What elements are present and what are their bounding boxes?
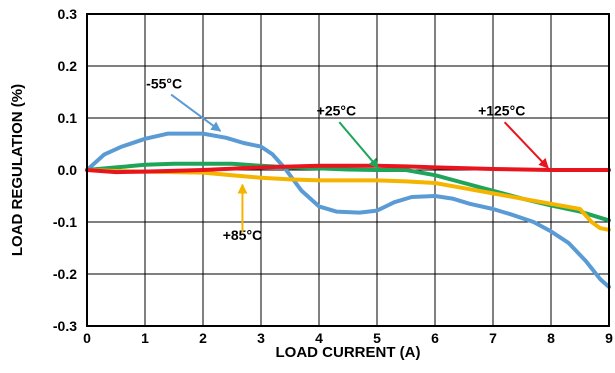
annotation-label: +25°C	[317, 102, 356, 118]
x-tick-label: 6	[431, 330, 439, 346]
y-tick-label: 0.2	[58, 58, 78, 74]
series-line-3	[85, 163, 611, 175]
annotation-arrow	[338, 121, 379, 169]
y-tick-label: -0.3	[53, 318, 77, 334]
series-lines	[85, 131, 611, 289]
x-tick-label: 7	[489, 330, 497, 346]
y-tick-label: -0.2	[53, 266, 77, 282]
annotation-arrow	[170, 93, 222, 132]
series-line-0	[85, 131, 611, 289]
y-axis-label: LOAD REGULATION (%)	[9, 84, 26, 256]
x-tick-label: 4	[315, 330, 323, 346]
annotations: -55°C +25°C +125°C +85°C	[146, 75, 549, 243]
annotation-label: +125°C	[478, 102, 525, 118]
annotation-label: -55°C	[146, 75, 182, 91]
x-axis-label: LOAD CURRENT (A)	[276, 344, 421, 361]
annotation-label: +85°C	[223, 227, 262, 243]
y-tick-labels: 0.3 0.2 0.1 0.0 -0.1 -0.2 -0.3	[53, 6, 77, 334]
y-tick-label: -0.1	[53, 214, 77, 230]
x-tick-labels: 0 1 2 3 4 5 6 7 8 9	[83, 330, 613, 346]
annotation-arrow	[503, 121, 549, 169]
y-tick-label: 0.0	[58, 162, 78, 178]
x-tick-label: 9	[605, 330, 613, 346]
x-tick-label: 3	[257, 330, 265, 346]
y-tick-label: 0.3	[58, 6, 78, 22]
plot-frame	[86, 13, 610, 327]
x-tick-label: 0	[83, 330, 91, 346]
y-tick-label: 0.1	[58, 110, 78, 126]
x-tick-label: 5	[373, 330, 381, 346]
x-tick-label: 1	[141, 330, 149, 346]
x-tick-label: 8	[547, 330, 555, 346]
x-tick-label: 2	[199, 330, 207, 346]
